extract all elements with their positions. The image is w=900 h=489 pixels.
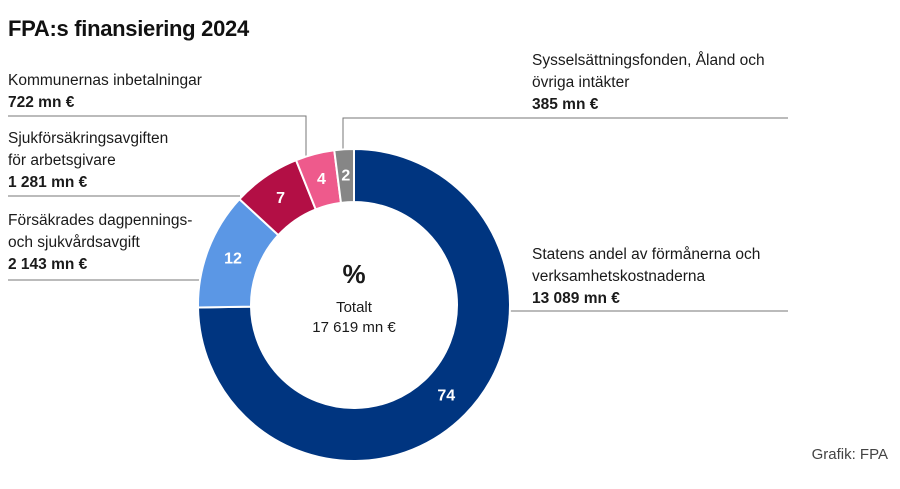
label-amount: 2 143 mn €: [8, 256, 88, 273]
donut-slice-syssel: [333, 147, 355, 204]
label-name: Kommunernas inbetalningar: [8, 72, 202, 89]
chart-title: FPA:s finansiering 2024: [8, 16, 249, 41]
label-forsakrades-avgift: Försäkrades dagpennings- och sjukvårdsav…: [8, 210, 192, 276]
leader-line-kommun: [8, 115, 307, 156]
slice-value-label-kommun: 4: [317, 171, 326, 188]
label-name: Sjukförsäkringsavgiften för arbetsgivare: [8, 130, 169, 169]
label-statens-andel: Statens andel av förmånerna och verksamh…: [532, 244, 760, 310]
label-name: Försäkrades dagpennings- och sjukvårdsav…: [8, 212, 193, 251]
label-amount: 385 mn €: [532, 96, 599, 113]
label-name: Sysselsättningsfonden, Åland och övriga …: [532, 52, 765, 91]
center-percent-symbol: %: [342, 259, 365, 289]
label-sjukforsakringsavgiften: Sjukförsäkringsavgiften för arbetsgivare…: [8, 128, 168, 194]
label-amount: 13 089 mn €: [532, 290, 620, 307]
slice-value-label-sjuk: 7: [276, 190, 285, 207]
leader-lines: [8, 115, 788, 312]
label-kommunernas-inbetalningar: Kommunernas inbetalningar 722 mn €: [8, 70, 202, 114]
donut-slice-staten: [197, 147, 511, 462]
label-name: Statens andel av förmånerna och verksamh…: [532, 246, 761, 285]
label-amount: 722 mn €: [8, 94, 75, 111]
center-total-label: Totalt: [336, 299, 373, 316]
label-amount: 1 281 mn €: [8, 174, 88, 191]
leader-line-syssel: [342, 117, 788, 150]
center-total-value: 17 619 mn €: [312, 319, 396, 336]
source-credit: Grafik: FPA: [811, 446, 888, 463]
slice-value-label-syssel: 2: [341, 167, 350, 184]
donut-slices: [197, 147, 511, 462]
slice-value-label-forsak: 12: [224, 250, 242, 267]
label-sysselsattningsfonden: Sysselsättningsfonden, Åland och övriga …: [532, 50, 765, 116]
slice-value-label-staten: 74: [437, 387, 455, 404]
